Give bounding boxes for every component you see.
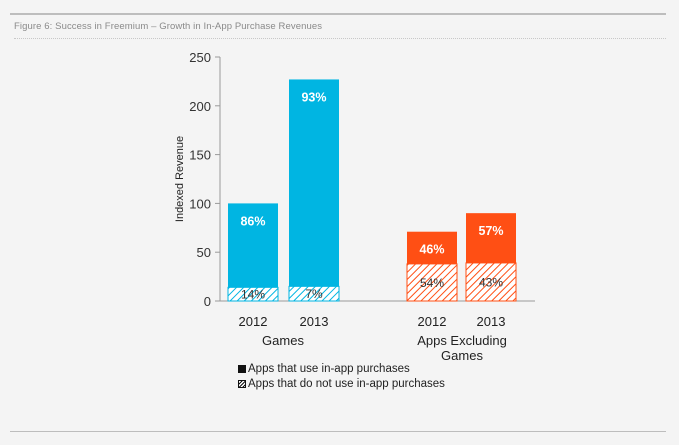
y-tick-label: 250 <box>189 50 211 65</box>
bar-no-iap-0-0 <box>227 286 279 302</box>
x-tick-label-year: 2013 <box>477 314 506 329</box>
legend-item-no-iap: Apps that do not use in-app purchases <box>238 376 445 391</box>
y-tick-label: 0 <box>204 294 211 309</box>
legend-hatched-swatch-icon <box>238 379 246 388</box>
bar-iap-pct-label: 46% <box>419 243 444 257</box>
legend: Apps that use in-app purchases Apps that… <box>238 361 445 391</box>
legend-label-no-iap: Apps that do not use in-app purchases <box>248 377 445 390</box>
x-tick-label-year: 2012 <box>418 314 447 329</box>
legend-item-iap: Apps that use in-app purchases <box>238 361 445 376</box>
y-tick-label: 150 <box>189 148 211 163</box>
legend-label-iap: Apps that use in-app purchases <box>248 362 410 375</box>
bar-no-iap-1-0 <box>406 263 458 302</box>
bar-iap-pct-label: 57% <box>478 224 503 238</box>
group-label: Games <box>262 333 304 348</box>
bar-iap-1-0 <box>407 231 457 264</box>
bar-iap-0-0 <box>228 203 278 288</box>
bar-no-iap-0-1 <box>288 285 340 302</box>
bar-iap-1-1 <box>466 213 516 263</box>
top-rule <box>10 13 666 15</box>
legend-solid-swatch-icon <box>238 364 246 373</box>
bar-iap-0-1 <box>289 79 339 287</box>
y-axis-label: Indexed Revenue <box>174 136 186 222</box>
x-tick-label-year: 2013 <box>300 314 329 329</box>
y-tick-label: 50 <box>197 245 211 260</box>
x-tick-label-year: 2012 <box>239 314 268 329</box>
group-label: Apps Excluding Games <box>417 333 507 363</box>
figure-title: Figure 6: Success in Freemium – Growth i… <box>14 21 323 32</box>
bar-no-iap-pct-label: 43% <box>479 275 503 289</box>
bar-iap-pct-label: 93% <box>301 90 326 104</box>
bar-no-iap-pct-label: 54% <box>420 276 444 290</box>
bar-iap-pct-label: 86% <box>240 214 265 228</box>
dotted-rule <box>14 38 666 39</box>
bar-no-iap-pct-label: 7% <box>305 287 323 301</box>
bottom-rule <box>10 431 666 432</box>
bar-no-iap-pct-label: 14% <box>241 288 265 302</box>
y-tick-label: 200 <box>189 99 211 114</box>
y-tick-label: 100 <box>189 196 211 211</box>
bar-no-iap-1-1 <box>465 262 517 302</box>
